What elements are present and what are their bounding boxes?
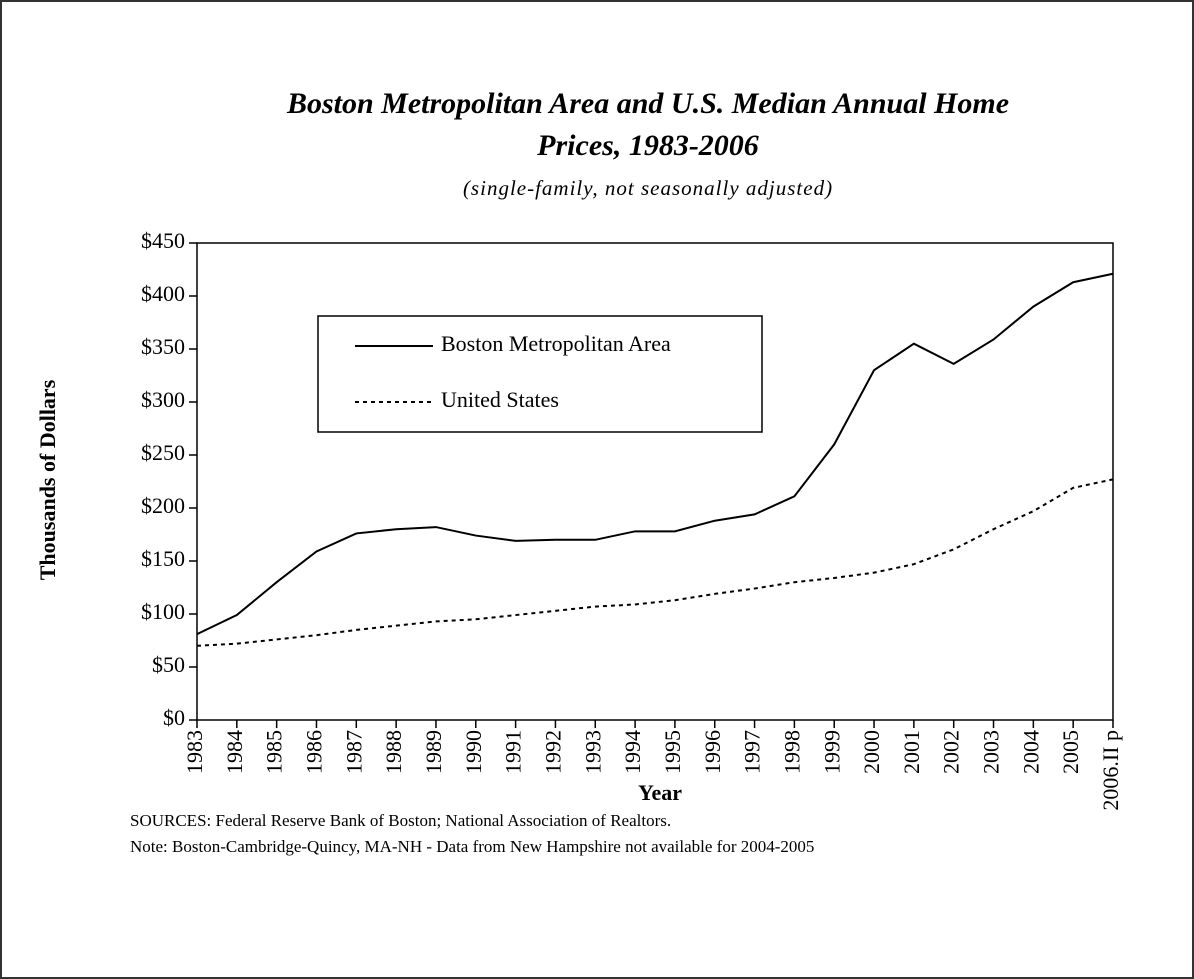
x-tick-label: 1999: [819, 730, 844, 774]
x-tick-label: 1995: [660, 730, 685, 774]
x-tick-label: 1986: [302, 730, 327, 774]
x-tick-label: 2001: [899, 730, 924, 774]
chart-subtitle: (single-family, not seasonally adjusted): [463, 176, 833, 200]
x-tick-label: 1985: [262, 730, 287, 774]
x-tick-label: 1988: [381, 730, 406, 774]
x-axis-label: Year: [638, 780, 682, 805]
y-tick-label: $100: [141, 599, 185, 624]
series-line: [196, 478, 1114, 647]
series-line: [196, 272, 1114, 636]
x-tick-label: 1997: [740, 730, 765, 774]
x-tick-label: 1989: [421, 730, 446, 774]
x-tick-label: 2002: [939, 730, 964, 774]
data-note: Note: Boston-Cambridge-Quincy, MA-NH - D…: [130, 837, 814, 856]
y-tick-label: $200: [141, 493, 185, 518]
y-tick-label: $50: [152, 652, 185, 677]
y-axis-label: Thousands of Dollars: [35, 379, 60, 580]
x-tick-label: 2005: [1058, 730, 1083, 774]
y-tick-label: $300: [141, 387, 185, 412]
x-tick-label: 1998: [779, 730, 804, 774]
x-tick-label: 1991: [501, 730, 526, 774]
x-tick-label: 1984: [222, 730, 247, 774]
sources-note: SOURCES: Federal Reserve Bank of Boston;…: [130, 811, 671, 830]
y-tick-label: $0: [163, 705, 185, 730]
x-tick-label: 2006.II p: [1098, 730, 1123, 811]
x-tick-label: 1996: [700, 730, 725, 774]
x-tick-label: 2003: [979, 730, 1004, 774]
plot-frame: [196, 242, 1114, 721]
y-tick-label: $150: [141, 546, 185, 571]
y-tick-label: $250: [141, 440, 185, 465]
x-tick-label: 2000: [859, 730, 884, 774]
x-tick-label: 1983: [182, 730, 207, 774]
chart-title: Boston Metropolitan Area and U.S. Median…: [286, 87, 1009, 162]
legend-box: [317, 315, 763, 433]
y-tick-label: $450: [141, 228, 185, 253]
y-tick-label: $350: [141, 334, 185, 359]
y-tick-label: $400: [141, 281, 185, 306]
legend-label: Boston Metropolitan Area: [441, 331, 671, 356]
x-tick-label: 1992: [540, 730, 565, 774]
x-tick-label: 1994: [620, 730, 645, 774]
x-tick-label: 1990: [461, 730, 486, 774]
legend-label: United States: [441, 387, 559, 412]
x-tick-label: 2004: [1018, 730, 1043, 774]
x-tick-label: 1987: [341, 730, 366, 774]
x-tick-label: 1993: [580, 730, 605, 774]
